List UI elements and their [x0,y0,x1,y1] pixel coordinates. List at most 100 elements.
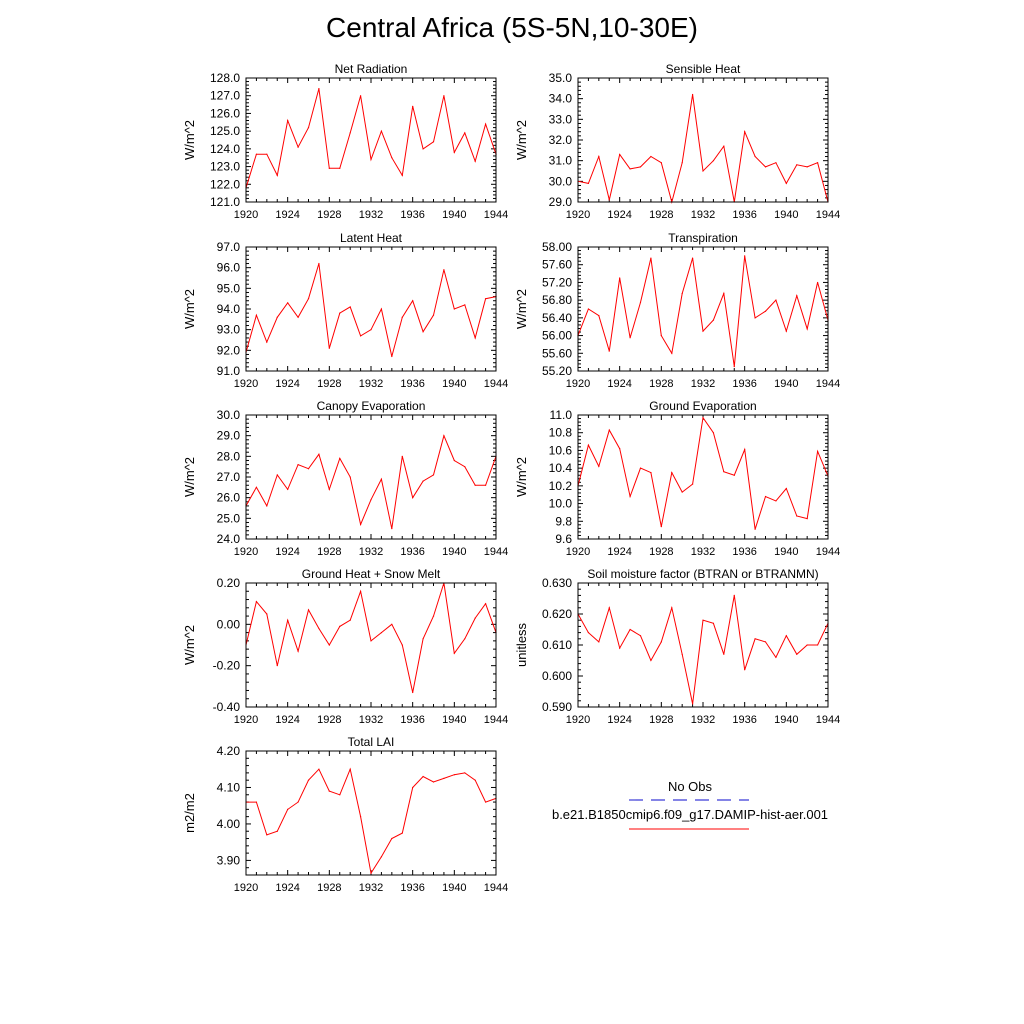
x-tick-label: 1932 [691,378,715,390]
data-point [276,316,278,318]
data-point [328,644,330,646]
y-tick-label: 27.0 [217,470,241,484]
legend-obs-line [629,799,749,801]
x-tick-label: 1928 [317,378,341,390]
data-point [359,335,362,337]
data-point [432,474,435,476]
data-point [391,623,393,625]
y-tick-label: 56.00 [542,329,572,343]
series-line [245,582,497,693]
data-point [629,337,631,339]
x-tick-label: 1920 [234,209,258,221]
data-point [806,328,808,330]
data-point [328,347,330,349]
panel-title: Ground Heat + Snow Melt [302,567,441,581]
data-point [474,779,476,781]
data-point [318,627,320,630]
data-point [744,255,746,257]
x-tick-label: 1936 [400,546,424,558]
data-point [359,95,362,97]
data-point [691,93,694,96]
data-point [702,170,704,172]
y-axis-label: m2/m2 [182,793,197,833]
data-point [764,310,767,312]
data-point [380,856,383,858]
x-tick-label: 1920 [234,714,258,726]
series-line [245,88,497,188]
x-tick-label: 1932 [359,209,383,221]
data-point [764,166,767,168]
data-point [484,484,487,486]
data-point [796,164,798,166]
panel-5: Ground Evaporation W/m^2 1920 1924 1928 1932 1… [514,399,840,558]
x-tick-label: 1936 [400,209,424,221]
data-point [639,467,642,469]
data-point [639,635,642,637]
y-tick-label: 55.20 [542,364,572,378]
y-tick-label: 92.0 [217,343,241,357]
data-point [297,464,299,466]
y-axis-label: W/m^2 [514,457,529,497]
y-tick-label: 56.80 [542,293,572,307]
data-point [287,302,289,304]
data-point [608,607,610,609]
data-point [775,656,777,659]
y-tick-label: 32.0 [549,133,573,147]
panel-8: Total LAI m2/m2 1920 1924 1928 1932 1936 1940 19… [182,735,508,894]
y-tick-label: 4.00 [217,817,241,831]
plot-frame [245,246,497,372]
data-point [276,474,278,476]
x-tick-label: 1932 [359,714,383,726]
x-tick-label: 1928 [317,882,341,894]
x-tick-label: 1932 [691,209,715,221]
data-point [702,417,704,419]
data-point [464,132,466,134]
x-tick-label: 1944 [484,714,508,726]
data-point [484,298,487,300]
x-tick-label: 1940 [774,209,798,221]
data-point [796,515,798,517]
y-tick-label: 9.6 [555,532,572,546]
data-point [401,832,403,834]
y-tick-label: 126.0 [210,106,240,120]
data-point [266,505,268,507]
data-point [754,317,756,319]
y-tick-label: 4.20 [217,744,241,758]
data-point [380,308,383,310]
x-tick-label: 1928 [649,209,673,221]
data-point [806,518,808,520]
panel-3: Transpiration W/m^2 1920 1924 1928 1932 1936 19… [514,231,840,390]
data-point [785,182,787,184]
data-point [775,299,777,301]
panel-title: Canopy Evaporation [317,399,426,413]
panel-2: Latent Heat W/m^2 1920 1924 1928 1932 1936 1940… [182,231,508,390]
data-point [754,528,756,530]
data-point [422,148,424,150]
data-point [297,316,299,318]
x-tick-label: 1928 [649,714,673,726]
x-tick-label: 1940 [442,546,466,558]
data-point [297,801,299,803]
x-tick-label: 1924 [607,209,631,221]
data-point [453,459,455,462]
y-tick-label: 0.00 [217,617,241,631]
data-point [691,483,694,485]
panel-title: Soil moisture factor (BTRAN or BTRANMN) [587,567,818,581]
data-point [806,644,808,646]
y-tick-label: 0.620 [542,607,572,621]
data-point [422,638,424,640]
data-point [723,145,725,147]
data-point [702,619,704,621]
panel-0: Net Radiation W/m^2 1920 1924 1928 1932 1936 19… [182,62,508,221]
x-tick-label: 1932 [359,546,383,558]
legend-obs-label: No Obs [667,779,713,794]
x-tick-label: 1924 [275,882,299,894]
data-point [598,155,600,158]
x-tick-label: 1924 [275,378,299,390]
y-tick-label: 97.0 [217,240,241,254]
x-tick-label: 1928 [649,378,673,390]
data-point [775,500,777,502]
data-point [297,650,299,652]
y-tick-label: 10.8 [549,426,573,440]
y-tick-label: 124.0 [210,142,240,156]
